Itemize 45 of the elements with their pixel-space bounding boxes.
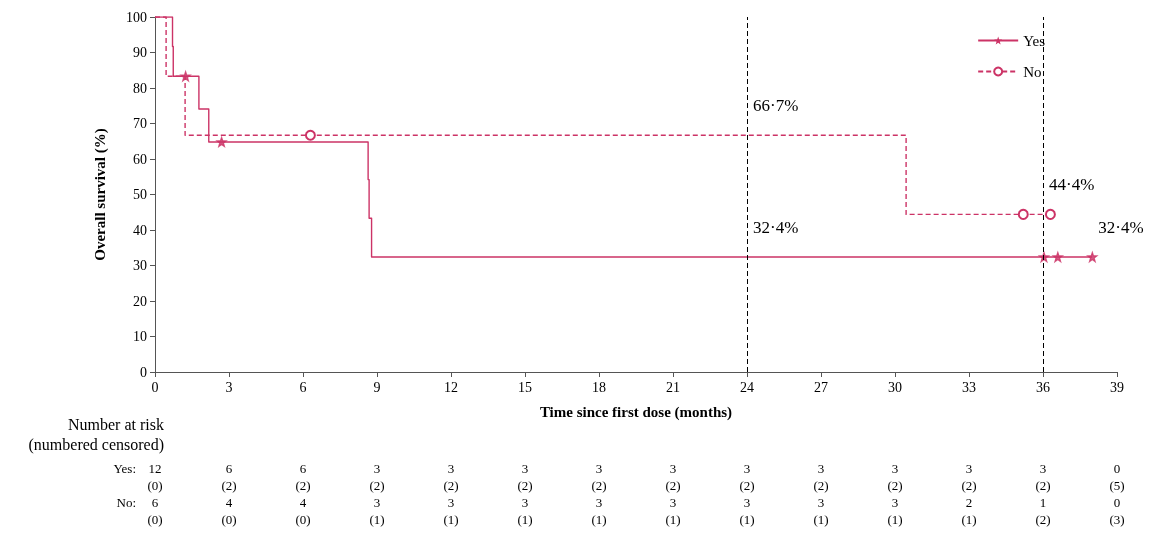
y-tick-label: 10 xyxy=(133,329,147,344)
x-tick-label: 39 xyxy=(1110,379,1124,395)
x-tick-label: 15 xyxy=(518,379,532,395)
x-tick-label: 6 xyxy=(299,379,307,395)
annotation: 44·4% xyxy=(1049,175,1095,195)
x-tick-label: 18 xyxy=(592,379,606,395)
y-tick-label: 70 xyxy=(133,116,147,131)
y-tick-label: 60 xyxy=(133,151,147,167)
x-tick-label: 21 xyxy=(666,379,680,395)
x-axis-title: Time since first dose (months) xyxy=(539,403,733,421)
x-tick-label: 12 xyxy=(444,379,458,395)
legend-label: No xyxy=(1023,63,1042,80)
y-tick-label: 20 xyxy=(133,293,147,309)
text: Number at risk xyxy=(68,415,164,433)
point xyxy=(180,71,191,82)
point xyxy=(1017,208,1029,220)
x-tick-label: 24 xyxy=(740,379,754,395)
x-tick-label: 9 xyxy=(373,379,381,395)
point xyxy=(1052,251,1063,263)
annotation: 32·4% xyxy=(1098,217,1144,237)
y-tick-label: 90 xyxy=(133,45,147,60)
y-tick-label: 0 xyxy=(140,364,147,380)
point xyxy=(1087,251,1098,263)
text: No: 6 4 4 3 3 3 3 3 3 3 3 2 1 0 xyxy=(116,494,1121,510)
annotation: 32·4% xyxy=(753,217,799,237)
point xyxy=(304,129,316,141)
annotation: 66·7% xyxy=(753,96,799,116)
text: (0) (0) (0) (1) (1) (1) (1) (1) (1) (1) (1) (1) (2) (3) xyxy=(147,511,1125,527)
text: (numbered censored) xyxy=(28,435,164,454)
x-tick-label: 36 xyxy=(1036,379,1050,395)
y-tick-label: 50 xyxy=(133,187,147,202)
point xyxy=(1044,208,1056,220)
x-tick-label: 27 xyxy=(814,379,828,395)
x-tick-label: 0 xyxy=(151,379,159,395)
y-axis-title: Overall survival (%) xyxy=(91,128,109,261)
text: (0) (2) (2) (2) (2) (2) (2) (2) (2) (2) (2) (2) (2) (5) xyxy=(147,477,1125,493)
y-tick-label: 80 xyxy=(133,80,147,96)
point xyxy=(216,136,227,148)
y-tick-label: 100 xyxy=(126,9,147,25)
x-tick-label: 30 xyxy=(888,379,902,395)
y-tick-label: 40 xyxy=(133,222,147,238)
text: Yes: 12 6 6 3 3 3 3 3 3 3 3 3 3 0 xyxy=(113,460,1121,476)
x-tick-label: 3 xyxy=(225,379,233,395)
y-tick-label: 30 xyxy=(133,258,147,273)
x-tick-label: 33 xyxy=(962,379,976,395)
